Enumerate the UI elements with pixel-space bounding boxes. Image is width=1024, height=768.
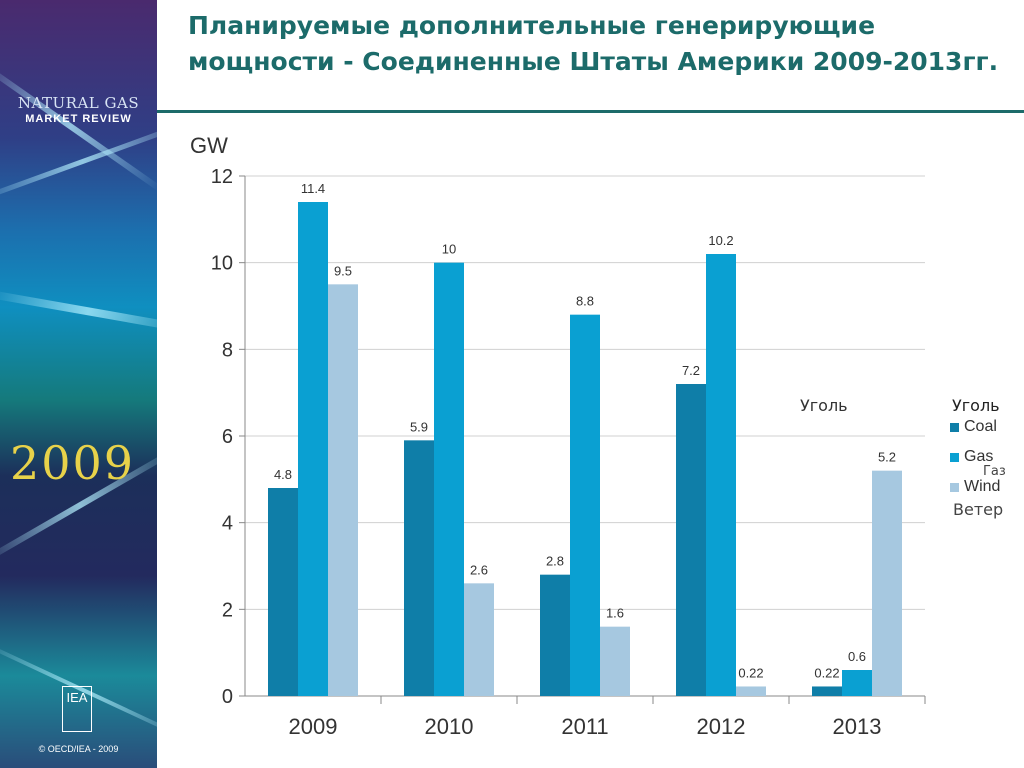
x-tick-label: 2010: [425, 714, 474, 739]
legend-item-coal: Coal: [950, 412, 1000, 442]
bar-gas: [298, 202, 328, 696]
bar-coal: [812, 686, 842, 696]
y-tick-label: 0: [222, 686, 233, 708]
iea-logo: IEA: [62, 686, 92, 732]
data-label-wind: 1.6: [606, 606, 624, 621]
data-label-wind: 0.22: [738, 665, 763, 680]
data-label-gas: 0.6: [848, 649, 866, 664]
bar-coal: [540, 574, 570, 696]
legend-item-wind: Wind: [950, 472, 1000, 502]
bar-gas: [434, 262, 464, 696]
bar-wind: [464, 583, 494, 696]
bar-wind: [328, 284, 358, 696]
y-tick-label: 6: [222, 426, 233, 448]
data-label-wind: 5.2: [878, 450, 896, 465]
bar-gas: [570, 314, 600, 696]
bar-gas: [706, 254, 736, 696]
slide-title: Планируемые дополнительные генерирующие …: [188, 11, 999, 76]
legend-label-coal: Coal: [964, 418, 997, 435]
legend-title: Уголь: [952, 396, 1000, 415]
y-tick-label: 12: [211, 166, 233, 188]
data-label-coal: 7.2: [682, 363, 700, 378]
legend-label-wind: Wind: [964, 478, 1001, 495]
y-tick-label: 10: [211, 253, 233, 275]
data-label-coal: 2.8: [546, 554, 564, 569]
legend-swatch-wind: [950, 482, 959, 492]
data-label-gas: 10.2: [708, 233, 733, 248]
legend-sub-wind: Ветер: [953, 500, 1004, 519]
data-label-coal: 4.8: [274, 467, 292, 482]
x-tick-label: 2013: [833, 714, 882, 739]
legend-label-gas: Gas: [964, 448, 994, 465]
y-tick-label: 2: [222, 599, 233, 621]
brand-title: NATURAL GAS: [17, 94, 140, 112]
y-tick-label: 8: [222, 339, 233, 361]
data-label-coal: 0.22: [814, 665, 839, 680]
legend-swatch-coal: [950, 422, 959, 432]
data-label-wind: 9.5: [334, 263, 352, 278]
bar-wind: [872, 470, 902, 696]
bar-coal: [404, 440, 434, 696]
data-label-gas: 8.8: [576, 294, 594, 309]
bar-coal: [676, 384, 706, 696]
data-label-wind: 2.6: [470, 562, 488, 577]
y-tick-label: 4: [222, 513, 233, 535]
chart-annotation: Уголь: [800, 396, 848, 415]
legend-item-gas: Gas: [950, 442, 1000, 472]
data-label-gas: 10: [442, 242, 456, 257]
x-tick-label: 2009: [289, 714, 338, 739]
sidebar-art: NATURAL GAS MARKET REVIEW 2009 IEA © OEC…: [0, 0, 157, 768]
bar-chart: 0 2 4 6 8 10 12 2009 4.8 11.4 9.5 2010 5.9 10 2.6 2011 2…: [211, 166, 926, 739]
title-rule: [157, 110, 1024, 113]
data-label-gas: 11.4: [301, 181, 325, 196]
light-streak: [0, 290, 157, 333]
light-streak: [0, 60, 157, 192]
sidebar-year: 2009: [10, 436, 136, 490]
bar-gas: [842, 670, 872, 696]
copyright-text: © OECD/IEA - 2009: [38, 744, 119, 754]
legend-sub-gas: Газ: [983, 464, 1006, 479]
brand-subtitle: MARKET REVIEW: [25, 113, 132, 125]
x-tick-label: 2012: [697, 714, 746, 739]
data-label-coal: 5.9: [410, 419, 428, 434]
bar-wind: [736, 686, 766, 696]
bar-coal: [268, 488, 298, 696]
bar-wind: [600, 626, 630, 696]
legend: Coal Gas Wind: [950, 412, 1000, 502]
x-tick-label: 2011: [561, 714, 608, 739]
y-axis-unit: GW: [190, 133, 228, 158]
legend-swatch-gas: [950, 452, 959, 462]
